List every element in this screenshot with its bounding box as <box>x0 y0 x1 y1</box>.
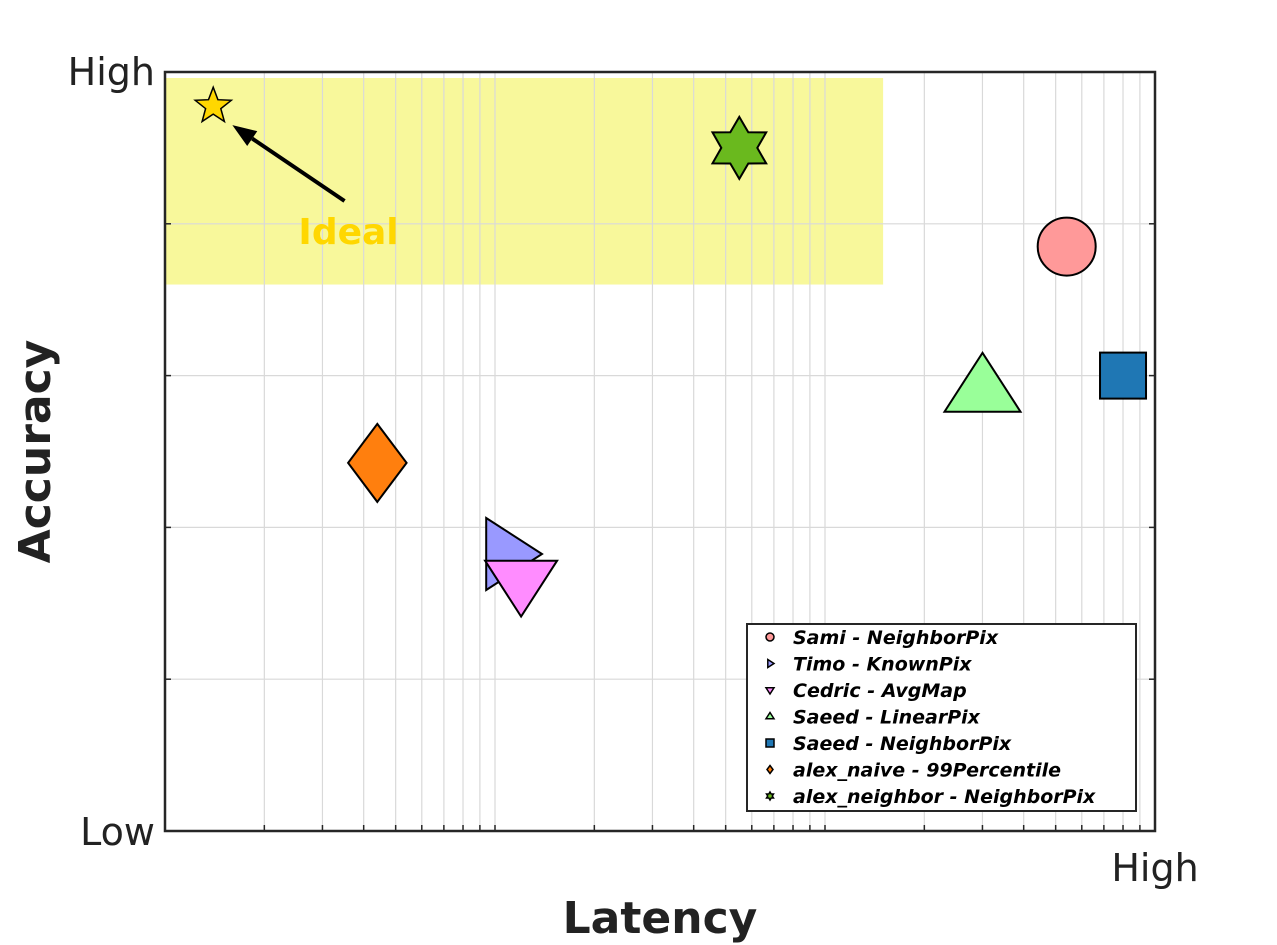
ideal-arrowhead <box>232 125 258 147</box>
legend-label: Timo - KnownPix <box>793 654 972 676</box>
ideal-star-marker <box>193 85 234 124</box>
x-tick-label-high: High <box>1111 846 1198 890</box>
x-axis-title: Latency <box>563 893 758 944</box>
legend-marker-triangle-down <box>764 687 776 696</box>
legend-box <box>746 623 1137 812</box>
legend-marker-square <box>765 738 775 748</box>
legend-label: Cedric - AvgMap <box>793 680 967 702</box>
legend-marker-diamond <box>766 764 774 775</box>
legend: Sami - NeighborPix Timo - KnownPix Cedric … <box>746 623 1137 812</box>
axis-ticks <box>164 223 1155 831</box>
legend-marker-triangle-up <box>764 711 776 720</box>
legend-label: alex_naive - 99Percentile <box>793 760 1061 782</box>
marker-diamond <box>346 422 408 504</box>
y-axis-title: Accuracy <box>10 340 61 564</box>
legend-marker-circle <box>765 632 775 642</box>
legend-items: Sami - NeighborPix Timo - KnownPix Cedric … <box>764 627 1096 808</box>
marker-triangle-up <box>942 350 1023 413</box>
legend-label: alex_neighbor - NeighborPix <box>793 786 1096 808</box>
legend-label: Saeed - LinearPix <box>793 707 981 729</box>
marker-square <box>1099 351 1148 400</box>
ideal-label: Ideal <box>298 212 398 253</box>
marker-triangle-down <box>483 559 559 619</box>
legend-marker-triangle-right <box>767 658 776 669</box>
ideal-annotation: Ideal <box>232 125 399 253</box>
legend-marker-hexagram <box>765 790 775 802</box>
ideal-arrow <box>251 136 346 203</box>
marker-hexagram <box>710 114 768 181</box>
ideal-region-layer <box>166 78 884 285</box>
legend-label: Saeed - NeighborPix <box>793 733 1012 755</box>
legend-label: Sami - NeighborPix <box>793 627 999 649</box>
data-markers <box>193 85 1148 619</box>
marker-circle <box>1036 216 1097 277</box>
y-tick-label-low: Low <box>80 810 155 854</box>
y-tick-label-high: High <box>68 50 155 94</box>
ideal-region <box>166 78 884 285</box>
plot-area-frame <box>163 70 1157 833</box>
